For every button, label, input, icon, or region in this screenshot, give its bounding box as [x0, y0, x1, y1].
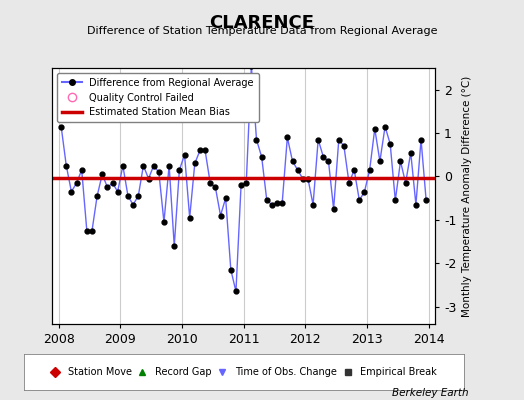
Legend: Difference from Regional Average, Quality Control Failed, Estimated Station Mean: Difference from Regional Average, Qualit…: [57, 73, 259, 122]
Text: Difference of Station Temperature Data from Regional Average: Difference of Station Temperature Data f…: [87, 26, 437, 36]
Text: Berkeley Earth: Berkeley Earth: [392, 388, 469, 398]
Y-axis label: Monthly Temperature Anomaly Difference (°C): Monthly Temperature Anomaly Difference (…: [462, 75, 472, 317]
Text: CLARENCE: CLARENCE: [210, 14, 314, 32]
Legend: Station Move, Record Gap, Time of Obs. Change, Empirical Break: Station Move, Record Gap, Time of Obs. C…: [47, 364, 440, 380]
